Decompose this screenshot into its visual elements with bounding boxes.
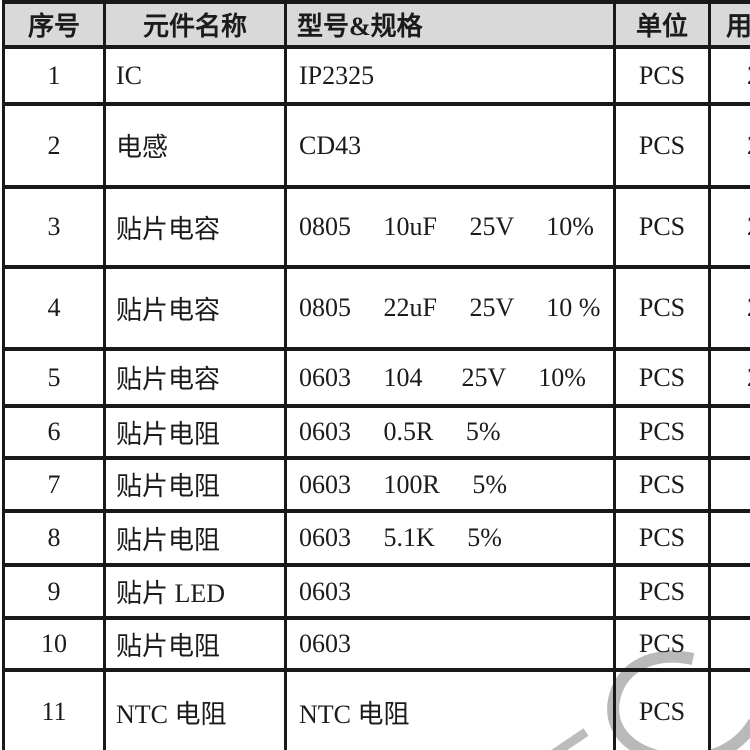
cell-spec: 0603 [284, 616, 616, 672]
cell-component: 贴片电容 [103, 265, 287, 351]
cell-serial: 4 [2, 265, 106, 351]
cell-component: 贴片电阻 [103, 616, 287, 672]
table-row: 11 NTC 电阻 NTC 电阻 PCS [2, 668, 750, 750]
cell-component: IC [103, 45, 287, 106]
cell-unit: PCS [613, 668, 711, 750]
cell-serial: 6 [2, 404, 106, 460]
cell-unit: PCS [613, 347, 711, 408]
cell-spec: NTC 电阻 [284, 668, 616, 750]
cell-spec: 0603 100R 5% [284, 456, 616, 513]
cell-component: 贴片电阻 [103, 456, 287, 513]
cell-spec: 0603 104 25V 10% [284, 347, 616, 408]
cell-qty-clipped [708, 509, 750, 567]
cell-component: 贴片电阻 [103, 509, 287, 567]
cell-spec: 0603 5.1K 5% [284, 509, 616, 567]
cell-spec: IP2325 [284, 45, 616, 106]
cell-spec: 0805 22uF 25V 10 % [284, 265, 616, 351]
cell-unit: PCS [613, 404, 711, 460]
header-unit: 单位 [613, 0, 711, 49]
cell-unit: PCS [613, 509, 711, 567]
cell-qty-clipped [708, 563, 750, 620]
table-row: 4 贴片电容 0805 22uF 25V 10 % PCS 2 [2, 265, 750, 351]
cell-component: 贴片电阻 [103, 404, 287, 460]
cell-unit: PCS [613, 102, 711, 189]
cell-serial: 2 [2, 102, 106, 189]
table-row: 3 贴片电容 0805 10uF 25V 10% PCS 2 [2, 185, 750, 269]
cell-component: 贴片电容 [103, 185, 287, 269]
cell-unit: PCS [613, 563, 711, 620]
cell-component: 贴片 LED [103, 563, 287, 620]
header-component: 元件名称 [103, 0, 287, 49]
cell-serial: 3 [2, 185, 106, 269]
cell-component: 贴片电容 [103, 347, 287, 408]
cell-qty-clipped [708, 616, 750, 672]
header-spec: 型号&规格 [284, 0, 616, 49]
cell-qty-clipped [708, 668, 750, 750]
cell-serial: 10 [2, 616, 106, 672]
table-header-row: 序号 元件名称 型号&规格 单位 用 [2, 0, 750, 49]
cell-spec: 0805 10uF 25V 10% [284, 185, 616, 269]
cell-serial: 7 [2, 456, 106, 513]
table-row: 10 贴片电阻 0603 PCS [2, 616, 750, 672]
table-row: 2 电感 CD43 PCS 2 [2, 102, 750, 189]
cell-qty-clipped [708, 404, 750, 460]
table-row: 6 贴片电阻 0603 0.5R 5% PCS [2, 404, 750, 460]
cell-component: NTC 电阻 [103, 668, 287, 750]
cell-spec: 0603 [284, 563, 616, 620]
cell-serial: 5 [2, 347, 106, 408]
cell-qty-clipped [708, 456, 750, 513]
cell-unit: PCS [613, 616, 711, 672]
cell-spec: 0603 0.5R 5% [284, 404, 616, 460]
cell-qty-clipped: 2 [708, 185, 750, 269]
header-serial: 序号 [2, 0, 106, 49]
table-row: 9 贴片 LED 0603 PCS [2, 563, 750, 620]
header-qty-clipped: 用 [708, 0, 750, 49]
cell-component: 电感 [103, 102, 287, 189]
cell-unit: PCS [613, 45, 711, 106]
cell-unit: PCS [613, 456, 711, 513]
cell-unit: PCS [613, 265, 711, 351]
cell-spec: CD43 [284, 102, 616, 189]
cell-serial: 1 [2, 45, 106, 106]
table-row: 8 贴片电阻 0603 5.1K 5% PCS [2, 509, 750, 567]
table-row: 7 贴片电阻 0603 100R 5% PCS [2, 456, 750, 513]
cell-serial: 9 [2, 563, 106, 620]
cell-qty-clipped: 2 [708, 45, 750, 106]
cell-unit: PCS [613, 185, 711, 269]
table-row: 1 IC IP2325 PCS 2 [2, 45, 750, 106]
cell-qty-clipped: 2 [708, 347, 750, 408]
table-row: 5 贴片电容 0603 104 25V 10% PCS 2 [2, 347, 750, 408]
cell-qty-clipped: 2 [708, 265, 750, 351]
cell-qty-clipped: 2 [708, 102, 750, 189]
cell-serial: 8 [2, 509, 106, 567]
cell-serial: 11 [2, 668, 106, 750]
